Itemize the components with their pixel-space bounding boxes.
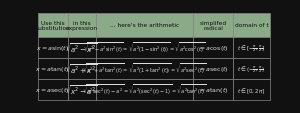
Bar	[68, 80, 96, 101]
Text: $x = a\sec(t)$: $x = a\sec(t)$	[35, 86, 70, 95]
Bar	[193, 38, 233, 59]
Text: ... here's the arithmetic: ... here's the arithmetic	[110, 23, 179, 28]
Text: Use this
substitution: Use this substitution	[35, 20, 70, 31]
Bar	[38, 59, 68, 80]
Text: $\sqrt{a^2 + a^2\tan^2(t)} = \sqrt{a^2(1 + \tan^2(t))} = \sqrt{a^2\sec^2(t)}$: $\sqrt{a^2 + a^2\tan^2(t)} = \sqrt{a^2(1…	[82, 63, 206, 76]
Bar	[233, 59, 270, 80]
Bar	[38, 80, 68, 101]
Bar	[68, 59, 96, 80]
Bar	[96, 59, 193, 80]
Bar	[68, 14, 96, 38]
Bar	[38, 38, 68, 59]
Bar	[233, 38, 270, 59]
Bar	[68, 38, 96, 59]
Text: $\sqrt{a^2 - a^2\sin^2(t)} = \sqrt{a^2(1 - \sin^2(t))} = \sqrt{a^2\cos^2(t)}$: $\sqrt{a^2 - a^2\sin^2(t)} = \sqrt{a^2(1…	[83, 42, 206, 55]
Text: $t \in [0, 2\pi]$: $t \in [0, 2\pi]$	[237, 85, 266, 95]
Text: $x = a\tan(t)$: $x = a\tan(t)$	[35, 65, 70, 74]
Text: $\sqrt{a^2 + x^2}$: $\sqrt{a^2 + x^2}$	[65, 62, 98, 76]
Text: $t \in [-\frac{\pi}{2}, \frac{\pi}{2}]$: $t \in [-\frac{\pi}{2}, \frac{\pi}{2}]$	[237, 43, 266, 54]
Bar	[96, 38, 193, 59]
Bar	[233, 14, 270, 38]
Text: $x = a\sin(t)$: $x = a\sin(t)$	[36, 44, 69, 53]
Text: in this
expression: in this expression	[66, 20, 98, 31]
Text: $= a\sec(t)$: $= a\sec(t)$	[198, 65, 228, 74]
Bar	[233, 80, 270, 101]
Bar	[193, 14, 233, 38]
Text: $= a\tan(t)$: $= a\tan(t)$	[198, 86, 228, 95]
Text: $\sqrt{a^2\sec^2(t) - a^2} = \sqrt{a^2(\sec^2(t)-1)} = \sqrt{a^2\tan^2(t)}$: $\sqrt{a^2\sec^2(t) - a^2} = \sqrt{a^2(\…	[82, 84, 207, 97]
Text: domain of t: domain of t	[235, 23, 268, 28]
Text: $t \in (-\frac{\pi}{2}, \frac{\pi}{2})$: $t \in (-\frac{\pi}{2}, \frac{\pi}{2})$	[237, 64, 266, 75]
Text: $\sqrt{x^2 - a^2}$: $\sqrt{x^2 - a^2}$	[65, 83, 98, 97]
Bar	[193, 59, 233, 80]
Text: $\sqrt{a^2 - x^2}$: $\sqrt{a^2 - x^2}$	[65, 41, 98, 55]
Text: simplifed
radical: simplifed radical	[200, 20, 226, 31]
Bar	[96, 14, 193, 38]
Text: $= a\cos(t)$: $= a\cos(t)$	[198, 44, 228, 53]
Bar	[193, 80, 233, 101]
Bar	[96, 80, 193, 101]
Bar	[38, 14, 68, 38]
